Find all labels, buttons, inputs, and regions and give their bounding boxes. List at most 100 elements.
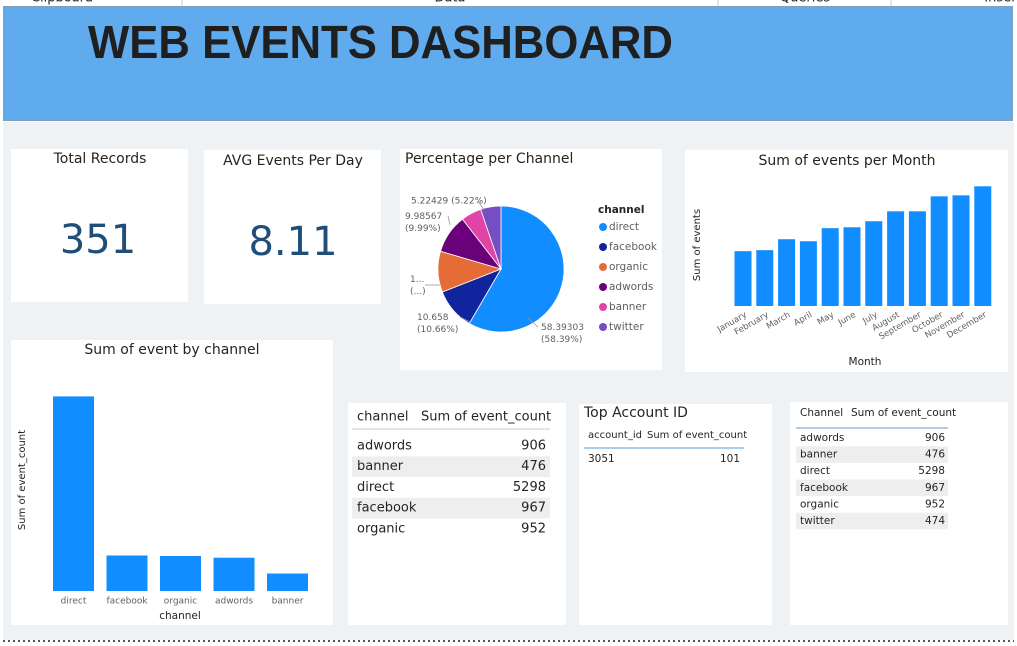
row-shade [352, 456, 550, 478]
leader-line [459, 316, 471, 323]
card-bg [11, 149, 188, 302]
cell: 967 [925, 482, 945, 494]
row-shade [796, 446, 948, 463]
table-title: Top Account ID [583, 405, 688, 421]
cell: 906 [521, 439, 546, 454]
leader-line [477, 200, 485, 211]
legend-label: direct [609, 221, 639, 233]
column-header: Sum of event_count [851, 407, 956, 419]
cell: facebook [357, 501, 417, 516]
column-header: Sum of event_count [647, 430, 747, 441]
legend-marker [599, 303, 607, 311]
dashboard-title: WEB EVENTS DASHBOARD [88, 16, 673, 68]
cell: 476 [925, 449, 945, 461]
cell: 952 [521, 521, 546, 536]
pie-slice [480, 205, 502, 270]
column-header: Channel [800, 407, 843, 419]
cell: banner [800, 449, 838, 461]
y-axis-label: Sum of events [692, 209, 703, 281]
bar [756, 250, 774, 306]
cell: twitter [800, 515, 835, 527]
legend-label: facebook [609, 241, 658, 253]
leader-line [447, 215, 451, 226]
cell: direct [357, 480, 394, 495]
bar [908, 211, 926, 306]
bar [974, 186, 992, 306]
cell: organic [357, 521, 405, 536]
legend-marker [599, 243, 607, 251]
data-label: 9.98567 (9.99%) [405, 212, 445, 234]
data-label: 10.658 (10.66%) [417, 313, 458, 335]
bar [734, 251, 752, 306]
cell: 906 [925, 432, 945, 444]
cell: 5298 [918, 465, 945, 477]
header-banner [3, 6, 1013, 121]
legend-label: adwords [609, 281, 653, 293]
cell: facebook [800, 482, 849, 494]
x-axis-label: channel [159, 610, 201, 622]
card-bg [204, 150, 381, 304]
x-tick-label: organic [164, 597, 197, 607]
x-tick-label: banner [272, 597, 304, 607]
bar [799, 241, 817, 306]
ribbon-label: Data [434, 0, 465, 6]
column-header: account_id [588, 430, 642, 441]
card-label: AVG Events Per Day [223, 153, 363, 169]
legend-marker [599, 323, 607, 331]
leader-line [527, 317, 539, 328]
cell: 474 [925, 515, 945, 527]
card-value: 351 [60, 217, 136, 263]
bar [53, 396, 94, 591]
bar [106, 555, 148, 591]
cell: adwords [800, 432, 844, 444]
row-shade [352, 497, 550, 519]
chart-title: Sum of events per Month [759, 153, 936, 169]
cell: 967 [521, 501, 546, 516]
cell: 101 [720, 453, 740, 465]
bar [267, 573, 308, 591]
legend-marker [599, 263, 607, 271]
x-axis-label: Month [849, 356, 882, 368]
card-label: Total Records [53, 151, 147, 167]
bar [821, 228, 839, 306]
legend-label: twitter [609, 321, 644, 333]
bar [778, 239, 796, 306]
legend-marker [599, 283, 607, 291]
cell: direct [800, 465, 830, 477]
x-tick-label: facebook [106, 597, 148, 607]
data-label: 58.39303 (58.39%) [541, 323, 587, 345]
column-header: Sum of event_count [421, 410, 551, 425]
x-tick-label: adwords [215, 597, 253, 607]
bar [843, 227, 861, 306]
ribbon-label: Clipboard [31, 0, 93, 6]
chart-title: Percentage per Channel [405, 151, 573, 167]
y-axis-label: Sum of event_count [17, 430, 28, 530]
data-label: 5.22429 (5.22%) [411, 197, 487, 207]
card-value: 8.11 [248, 219, 337, 265]
row-shade [796, 512, 948, 530]
row-shade [796, 479, 948, 497]
x-tick-label: direct [61, 597, 87, 607]
legend-title: channel [598, 204, 644, 216]
bar [887, 211, 905, 306]
bar [865, 221, 883, 306]
column-header: channel [357, 410, 408, 425]
cell: 952 [925, 498, 945, 510]
card-bg [579, 404, 772, 625]
bar [952, 195, 970, 306]
cell: 5298 [513, 480, 546, 495]
bar [930, 196, 948, 306]
cell: adwords [357, 439, 412, 454]
cell: organic [800, 498, 839, 510]
cell: 3051 [588, 453, 615, 465]
bar [160, 556, 201, 591]
ribbon-label: Queries [780, 0, 830, 6]
legend-label: organic [609, 261, 648, 273]
legend-label: banner [609, 301, 647, 313]
legend-marker [599, 223, 607, 231]
bar [213, 557, 255, 591]
pie-slice [468, 205, 565, 333]
data-label: 1... (...) [410, 275, 427, 297]
